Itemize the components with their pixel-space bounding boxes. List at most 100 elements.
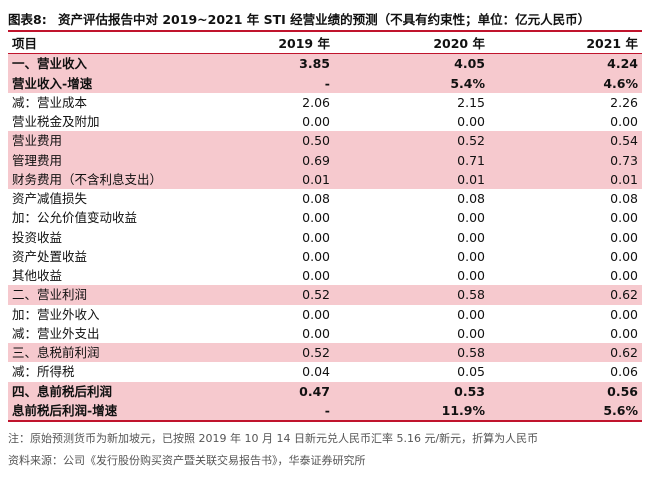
value-2019: - (208, 73, 332, 93)
value-2020: 0.00 (457, 114, 485, 130)
value-2021: 0.62 (488, 343, 642, 363)
value-2019: 2.06 (302, 94, 330, 110)
row-item: 加：公允价值变动收益 (12, 210, 138, 226)
value-2021: 0.00 (610, 229, 638, 245)
value-2021: 0.08 (610, 191, 638, 207)
value-2021: 0.06 (610, 364, 638, 380)
row-item: 减：营业外支出 (12, 325, 100, 341)
row-item: 财务费用（不含利息支出） (8, 169, 208, 189)
value-2020: 0.00 (457, 325, 485, 341)
table-row: 二、营业利润 0.52 0.58 0.62 (8, 285, 642, 305)
row-item: 一、营业收入 (8, 53, 208, 74)
value-2019: 0.00 (302, 325, 330, 341)
value-2021: 0.73 (488, 150, 642, 170)
value-2021: 0.00 (610, 306, 638, 322)
table-row: 管理费用 0.69 0.71 0.73 (8, 150, 642, 170)
value-2019: - (208, 400, 332, 423)
value-2021: 0.00 (610, 325, 638, 341)
value-2021: 0.62 (488, 285, 642, 305)
value-2020: 0.00 (457, 306, 485, 322)
table-row: 加：营业外收入 0.00 0.00 0.00 (8, 305, 642, 324)
value-2020: 0.08 (457, 191, 485, 207)
value-2020: 0.05 (457, 364, 485, 380)
value-2021: 0.00 (610, 268, 638, 284)
table-row: 减：所得税 0.04 0.05 0.06 (8, 362, 642, 381)
value-2020: 0.00 (457, 229, 485, 245)
table-row: 营业费用 0.50 0.52 0.54 (8, 131, 642, 151)
table-row: 营业税金及附加 0.00 0.00 0.00 (8, 112, 642, 131)
table-row: 投资收益 0.00 0.00 0.00 (8, 228, 642, 247)
value-2019: 0.00 (302, 229, 330, 245)
value-2021: 0.01 (488, 169, 642, 189)
value-2019: 0.00 (302, 248, 330, 264)
value-2020: 0.53 (332, 381, 488, 401)
table-body: 一、营业收入 3.85 4.05 4.24 营业收入-增速 -5.4% 4.6% 减：营业成本… (8, 53, 642, 423)
table-row: 加：公允价值变动收益 0.00 0.00 0.00 (8, 208, 642, 227)
value-2019: 0.52 (208, 285, 332, 305)
figure-title: 资产评估报告中对 2019~2021 年 STI 经营业绩的预测（不具有约束性；… (58, 12, 591, 27)
value-2019: 0.52 (208, 343, 332, 363)
header-2021: 2021 年 (488, 34, 642, 55)
value-2019: 0.00 (302, 268, 330, 284)
row-item: 二、营业利润 (8, 285, 208, 305)
value-2019: 0.00 (302, 114, 330, 130)
value-2020: 0.71 (332, 150, 488, 170)
value-2020: 0.52 (332, 131, 488, 151)
table-row: 减：营业成本 2.06 2.15 2.26 (8, 93, 642, 112)
value-2021: 0.00 (610, 114, 638, 130)
row-item: 资产处置收益 (12, 248, 88, 264)
value-2020: 11.9% (332, 400, 488, 423)
value-2020: 0.58 (332, 285, 488, 305)
value-2021: 0.56 (488, 381, 642, 401)
value-2020: 0.01 (332, 169, 488, 189)
table-row: 营业收入-增速 -5.4% 4.6% (8, 73, 642, 93)
value-2021: 0.00 (610, 248, 638, 264)
figure-label: 图表8: (8, 12, 47, 27)
value-2021: 4.6% (488, 73, 642, 93)
value-2020: 2.15 (457, 94, 485, 110)
table-row: 资产减值损失 0.08 0.08 0.08 (8, 189, 642, 208)
table-row: 一、营业收入 3.85 4.05 4.24 (8, 53, 642, 74)
value-2019: 0.69 (208, 150, 332, 170)
table-row: 其他收益 0.00 0.00 0.00 (8, 266, 642, 285)
value-2021: 0.54 (488, 131, 642, 151)
table-row: 四、息前税后利润 0.47 0.53 0.56 (8, 381, 642, 401)
row-item: 其他收益 (12, 268, 63, 284)
value-2019: 0.00 (302, 306, 330, 322)
footnote: 注：原始预测货币为新加坡元，已按照 2019 年 10 月 14 日新元兑人民币… (8, 432, 539, 445)
caption-rule (8, 30, 642, 32)
table-caption: 图表8: 资产评估报告中对 2019~2021 年 STI 经营业绩的预测（不具有… (8, 10, 642, 30)
row-item: 加：营业外收入 (12, 306, 100, 322)
value-2020: 4.05 (332, 53, 488, 74)
value-2019: 0.01 (208, 169, 332, 189)
value-2021: 4.24 (488, 53, 642, 74)
row-item: 营业费用 (8, 131, 208, 151)
header-2020: 2020 年 (332, 34, 488, 55)
table-row: 息前税后利润-增速 -11.9% 5.6% (8, 400, 642, 423)
row-item: 管理费用 (8, 150, 208, 170)
table-row: 财务费用（不含利息支出） 0.01 0.01 0.01 (8, 169, 642, 189)
row-item: 减：营业成本 (12, 94, 88, 110)
table-row: 三、息税前利润 0.52 0.58 0.62 (8, 343, 642, 363)
source-note: 资料来源：公司《发行股份购买资产暨关联交易报告书》，华泰证券研究所 (8, 454, 366, 467)
value-2021: 2.26 (610, 94, 638, 110)
row-item: 营业收入-增速 (8, 73, 208, 93)
header-2019: 2019 年 (208, 34, 332, 55)
value-2021: 5.6% (488, 400, 642, 423)
forecast-table: 项目 2019 年 2020 年 2021 年 一、营业收入 3.85 4.05 4.… (8, 34, 642, 423)
table-header-row: 项目 2019 年 2020 年 2021 年 (8, 34, 642, 55)
value-2020: 0.00 (457, 248, 485, 264)
row-item: 营业税金及附加 (12, 114, 100, 130)
row-item: 减：所得税 (12, 364, 75, 380)
header-item: 项目 (8, 34, 208, 55)
value-2019: 0.00 (302, 210, 330, 226)
value-2019: 0.50 (208, 131, 332, 151)
row-item: 息前税后利润-增速 (8, 400, 208, 423)
value-2019: 3.85 (208, 53, 332, 74)
value-2020: 0.00 (457, 210, 485, 226)
table-row: 资产处置收益 0.00 0.00 0.00 (8, 247, 642, 266)
value-2019: 0.08 (302, 191, 330, 207)
value-2021: 0.00 (610, 210, 638, 226)
row-item: 四、息前税后利润 (8, 381, 208, 401)
row-item: 投资收益 (12, 229, 63, 245)
